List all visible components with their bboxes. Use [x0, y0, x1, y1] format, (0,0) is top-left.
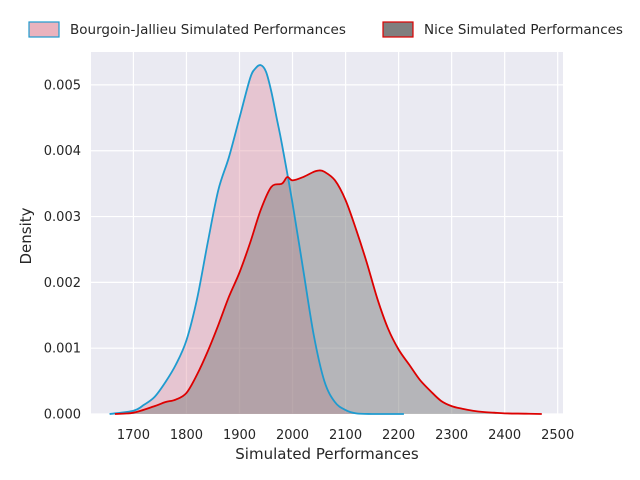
legend-label-nice: Nice Simulated Performances — [424, 22, 623, 38]
x-tick-label: 2100 — [329, 428, 362, 443]
density-line-bourgoin-jallieu — [109, 64, 404, 415]
legend-swatch-nice — [382, 21, 414, 38]
x-tick-label: 2400 — [488, 428, 521, 443]
y-tick-labels: 0.000 0.001 0.002 0.003 0.004 0.005 — [44, 78, 81, 422]
density-area-nice — [114, 170, 542, 414]
y-tick-label: 0.003 — [44, 210, 81, 225]
x-tick-label: 2300 — [435, 428, 468, 443]
y-axis-label: Density — [17, 207, 35, 264]
x-axis-label: Simulated Performances — [235, 445, 419, 463]
x-tick-label: 1700 — [117, 428, 150, 443]
density-lines — [109, 64, 542, 415]
x-tick-label: 1900 — [223, 428, 256, 443]
x-tick-label: 2500 — [541, 428, 574, 443]
legend-label-bourgoin-jallieu: Bourgoin-Jallieu Simulated Performances — [70, 22, 346, 38]
legend-swatch-bourgoin-jallieu — [28, 21, 60, 38]
y-tick-label: 0.005 — [44, 78, 81, 93]
density-areas — [109, 65, 542, 415]
y-tick-label: 0.001 — [44, 342, 81, 357]
density-line-nice — [114, 169, 542, 415]
x-tick-label: 1800 — [170, 428, 203, 443]
x-tick-labels: 1700 1800 1900 2000 2100 2200 2300 2400 2500 — [117, 428, 574, 443]
x-tick-label: 2200 — [382, 428, 415, 443]
y-tick-label: 0.002 — [44, 276, 81, 291]
y-tick-label: 0.004 — [44, 144, 81, 159]
x-tick-label: 2000 — [276, 428, 309, 443]
legend: Bourgoin-Jallieu Simulated Performances … — [28, 21, 623, 38]
y-tick-label: 0.000 — [44, 408, 81, 423]
